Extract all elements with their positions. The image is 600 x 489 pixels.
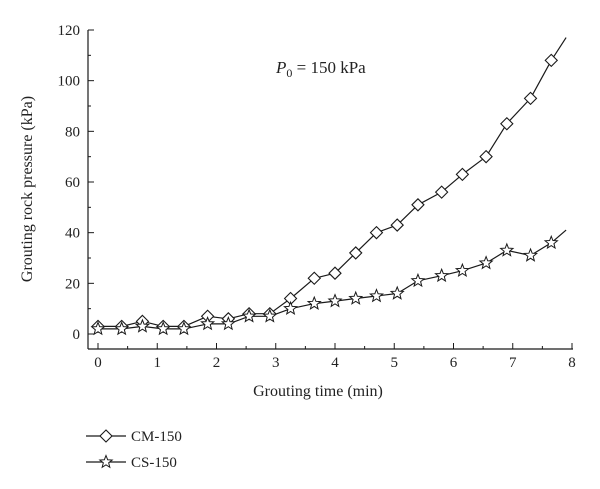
x-tick-label: 5	[391, 355, 399, 371]
x-tick-label: 1	[154, 355, 162, 371]
data-point-cs-150	[283, 300, 299, 316]
y-tick-label: 0	[73, 327, 81, 343]
data-point-cs-150	[134, 318, 150, 333]
data-point-cm-150	[307, 271, 322, 286]
data-point-cs-150	[327, 293, 343, 308]
legend-label-cs-150: CS-150	[131, 455, 177, 471]
pressure-annotation: P0 = 150 kPa	[275, 58, 366, 80]
data-point-cs-150	[114, 321, 130, 336]
annotation-symbol: P	[275, 58, 286, 77]
data-point-cm-150	[348, 246, 363, 260]
series-line-cm-150	[98, 37, 567, 327]
x-tick-label: 6	[450, 355, 458, 371]
data-point-cs-150	[90, 321, 106, 336]
data-point-cm-150	[434, 185, 449, 199]
data-point-cs-150	[454, 262, 470, 278]
y-tick-label: 100	[58, 74, 81, 90]
data-point-cs-150	[220, 315, 236, 331]
data-point-cs-150	[523, 247, 539, 262]
y-tick-label: 60	[65, 175, 80, 191]
series-cm-150	[91, 37, 567, 334]
y-axis-ticks: 0 20 40 60 80 100 120	[58, 23, 94, 343]
x-tick-label: 7	[509, 355, 517, 371]
annotation-text: = 150 kPa	[292, 58, 366, 77]
data-point-cs-150	[389, 285, 405, 300]
data-point-cm-150	[544, 53, 559, 68]
data-point-cm-150	[369, 225, 384, 240]
x-axis-ticks: 0 1 2 3 4 5 6 7 8	[94, 343, 576, 371]
data-point-cm-150	[523, 91, 538, 106]
x-axis-label: Grouting time (min)	[253, 383, 383, 400]
data-point-cs-150	[262, 308, 278, 323]
series-cs-150	[90, 229, 567, 336]
data-point-cs-150	[410, 272, 426, 288]
y-tick-label: 80	[65, 124, 80, 140]
legend-marker-cm-150	[99, 429, 113, 443]
data-point-cm-150	[390, 218, 404, 232]
data-point-cs-150	[155, 321, 171, 336]
annotation-subscript: 0	[286, 66, 292, 80]
x-tick-label: 0	[94, 355, 102, 371]
data-point-cs-150	[543, 234, 559, 250]
x-tick-label: 2	[213, 355, 221, 371]
y-tick-label: 120	[58, 23, 81, 39]
data-point-cs-150	[348, 290, 364, 305]
x-tick-label: 4	[331, 355, 339, 371]
legend-label-cm-150: CM-150	[131, 429, 182, 445]
legend: CM-150 CS-150	[86, 429, 182, 471]
legend-marker-cs-150	[98, 454, 114, 469]
data-point-cs-150	[200, 315, 216, 331]
data-point-cm-150	[500, 116, 514, 131]
data-point-cs-150	[368, 288, 384, 303]
data-point-cm-150	[455, 167, 470, 182]
y-tick-label: 20	[65, 276, 80, 292]
data-point-cs-150	[306, 295, 322, 310]
data-point-cs-150	[478, 255, 494, 270]
data-point-cs-150	[499, 242, 515, 257]
x-tick-label: 3	[272, 355, 280, 371]
legend-item-cs-150: CS-150	[86, 454, 177, 471]
x-tick-label: 8	[568, 355, 576, 371]
data-point-cm-150	[328, 266, 342, 280]
data-point-cs-150	[176, 321, 192, 336]
data-point-cs-150	[434, 267, 450, 283]
y-axis-label: Grouting rock pressure (kPa)	[19, 96, 36, 282]
legend-item-cm-150: CM-150	[86, 429, 182, 445]
data-point-cs-150	[241, 308, 257, 323]
series-layer	[90, 37, 567, 336]
series-line-cs-150	[98, 229, 567, 330]
y-tick-label: 40	[65, 226, 80, 242]
plot-axes	[87, 30, 573, 350]
data-point-cm-150	[411, 198, 425, 212]
data-point-cm-150	[479, 149, 493, 164]
